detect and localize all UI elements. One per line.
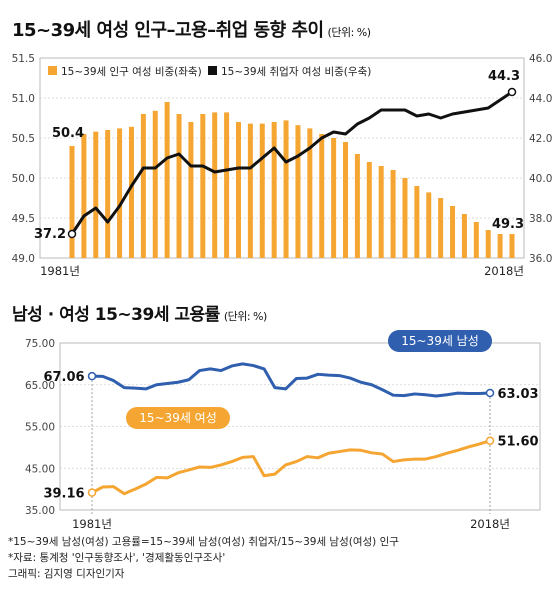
y-axis-tick-label: 45.00 [25, 463, 55, 475]
chart-1-unit: (단위: %) [327, 26, 371, 39]
bar-female-population-share [438, 198, 444, 258]
bar-female-population-share [378, 166, 384, 258]
female-first-point [87, 488, 97, 497]
bar-female-population-share [140, 114, 146, 258]
right-axis-tick-label: 36.0 [529, 253, 552, 265]
bar-female-population-share [271, 122, 277, 258]
bar-female-population-share [366, 162, 372, 258]
bar-female-population-share [354, 154, 360, 258]
bar-female-population-share [295, 125, 301, 258]
bar-female-population-share [69, 146, 75, 258]
bar-female-population-share [105, 130, 111, 258]
bar-first-value-label: 50.4 [52, 126, 84, 141]
bar-female-population-share [509, 234, 515, 258]
x-axis-start-label: 1981년 [72, 517, 112, 531]
bar-female-population-share [188, 122, 194, 258]
chart-2-unit: (단위: %) [223, 310, 267, 323]
bar-female-population-share [224, 112, 230, 259]
footnote-definition: *15~39세 남성(여성) 고용률=15~39세 남성(여성) 취업자/15~… [8, 536, 399, 548]
footnote-source: *자료: 통계청 '인구동향조사', '경제활동인구조사' [8, 552, 226, 564]
male-series-name: 15~39세 남성 [401, 334, 479, 348]
bar-female-population-share [426, 192, 432, 258]
female-series-pill [126, 407, 230, 429]
right-axis-tick-label: 40.0 [529, 173, 552, 185]
bar-female-population-share [307, 128, 313, 258]
line-last-point [507, 87, 517, 97]
bar-female-population-share [450, 206, 456, 258]
female-series-name: 15~39세 여성 [139, 411, 217, 425]
bar-last-value-label: 49.3 [492, 217, 524, 232]
right-axis-tick-label: 38.0 [529, 213, 552, 225]
line-male-employment [91, 362, 491, 398]
legend-label-line: 15~39세 취업자 여성 비중(우축) [221, 65, 371, 78]
bar-female-population-share [247, 123, 253, 258]
bar-female-population-share [331, 138, 337, 258]
chart-1-plot-frame [39, 57, 525, 259]
left-axis-tick-label: 49.5 [12, 213, 35, 225]
bar-female-population-share [128, 126, 134, 258]
legend-label-bar: 15~39세 인구 여성 비중(좌축) [61, 66, 202, 78]
y-axis-tick-label: 35.00 [25, 505, 55, 517]
left-axis-tick-label: 51.5 [12, 53, 35, 65]
line-last-value-label: 44.3 [488, 69, 520, 84]
chart-2-title-text: 남성 · 여성 15~39세 고용률 [12, 305, 220, 325]
bar-female-population-share [81, 134, 87, 258]
footnotes: *15~39세 남성(여성) 고용률=15~39세 남성(여성) 취업자/15~… [8, 534, 399, 582]
y-axis-tick-label: 75.00 [25, 338, 55, 350]
chart-1: 49.0 49.5 50.0 50.5 51.0 51.5 36.0 38.0 40.0 42.0… [12, 53, 553, 278]
right-axis-tick-label: 44.0 [529, 93, 552, 105]
bar-female-population-share [152, 110, 158, 258]
bar-female-population-share [235, 122, 241, 258]
left-axis-tick-label: 51.0 [12, 93, 35, 105]
bar-female-population-share [176, 114, 182, 258]
bar-female-population-share [117, 128, 123, 258]
line-first-point [67, 229, 77, 239]
bar-female-population-share [461, 214, 467, 258]
chart-1-title: 15~39세 여성 인구–고용–취업 동향 추이 (단위: %) [12, 16, 371, 42]
male-first-value-label: 67.06 [43, 370, 84, 385]
legend-swatch-line [208, 66, 217, 75]
left-axis-tick-label: 50.5 [12, 133, 35, 145]
bar-female-population-share [259, 123, 265, 258]
bar-female-population-share [93, 131, 99, 258]
line-first-value-label: 37.2 [34, 227, 66, 242]
bar-female-population-share [473, 222, 479, 258]
right-axis-tick-label: 46.0 [529, 53, 552, 65]
x-axis-start-label: 1981년 [40, 264, 80, 278]
bar-female-population-share [497, 234, 503, 258]
female-last-value-label: 51.60 [497, 435, 538, 450]
footnote-credit: 그래픽: 김지영 디자인기자 [8, 568, 125, 580]
bar-female-population-share [283, 120, 289, 259]
bar-female-population-share [402, 178, 408, 258]
chart-1-title-text: 15~39세 여성 인구–고용–취업 동향 추이 [12, 20, 324, 41]
y-axis-tick-label: 55.00 [25, 422, 55, 434]
line-female-employment [91, 439, 491, 496]
y-axis-tick-label: 65.00 [25, 380, 55, 392]
male-first-point [87, 371, 97, 381]
bar-female-population-share [319, 134, 325, 258]
female-last-point [485, 436, 495, 445]
legend-swatch-bar [48, 66, 57, 75]
bar-female-population-share [212, 112, 218, 259]
bar-female-population-share [343, 142, 349, 258]
chart-2-title: 남성 · 여성 15~39세 고용률 (단위: %) [12, 300, 267, 325]
male-series-pill [388, 330, 492, 352]
male-last-value-label: 63.03 [497, 387, 538, 402]
chart-2: 35.00 45.00 55.00 65.00 75.00 15~39세 남성 15~39세… [25, 330, 541, 531]
bar-female-population-share [485, 230, 491, 258]
male-last-point [485, 388, 495, 398]
right-axis-tick-label: 42.0 [529, 133, 552, 145]
bar-female-population-share [200, 114, 206, 258]
line-female-employed-share [70, 90, 513, 235]
left-axis-tick-label: 50.0 [12, 173, 35, 185]
bar-female-population-share [164, 102, 170, 258]
x-axis-end-label: 2018년 [470, 517, 510, 531]
bar-female-population-share [414, 186, 420, 258]
x-axis-end-label: 2018년 [484, 264, 524, 278]
female-first-value-label: 39.16 [43, 487, 84, 502]
bar-female-population-share [390, 170, 396, 258]
left-axis-tick-label: 49.0 [12, 253, 35, 265]
